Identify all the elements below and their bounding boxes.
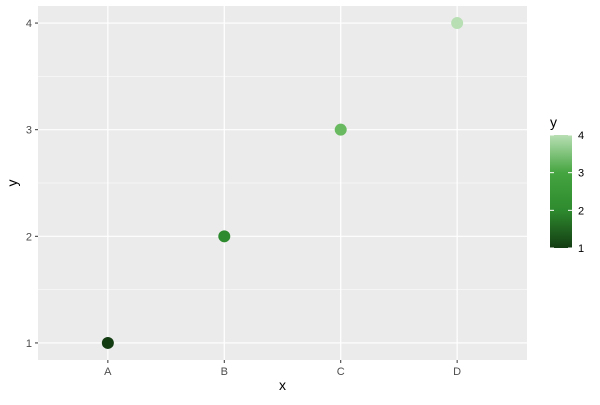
data-point <box>101 336 114 349</box>
legend-colorbar <box>550 135 572 248</box>
y-tick-label: 2 <box>26 231 32 243</box>
data-point <box>218 230 231 243</box>
x-tick-label: B <box>221 366 228 378</box>
y-tick-label: 3 <box>26 125 32 137</box>
legend-title: y <box>550 114 557 130</box>
legend-tick-label: 2 <box>578 205 584 217</box>
data-point <box>334 123 347 136</box>
y-tick-label: 4 <box>26 18 32 30</box>
x-tick-label: A <box>104 366 112 378</box>
legend-tick-label: 1 <box>578 243 584 255</box>
legend-tick-label: 4 <box>578 130 584 142</box>
data-point <box>451 17 464 30</box>
y-axis-label: y <box>4 180 20 187</box>
x-tick-label: D <box>453 366 461 378</box>
x-axis-label: x <box>279 377 286 393</box>
legend-tick-label: 3 <box>578 168 584 180</box>
y-tick-label: 1 <box>26 338 32 350</box>
x-tick-label: C <box>337 366 345 378</box>
